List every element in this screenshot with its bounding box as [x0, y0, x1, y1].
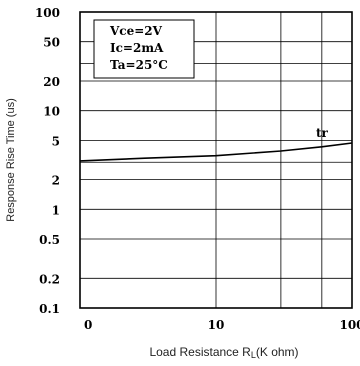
x-tick-label-2: 100: [339, 318, 360, 332]
series-layer: [79, 142, 353, 162]
conditions-box: [93, 19, 195, 79]
y-tick-label-3: 10: [43, 105, 60, 119]
y-tick-label-4: 5: [52, 134, 60, 148]
annotation-2: Ta=25°C: [110, 58, 168, 72]
y-tick-label-8: 0.2: [39, 272, 60, 286]
conditions-annotations: Vce=2V Ic=2mA Ta=25°C: [109, 24, 168, 72]
plot-frame: [79, 11, 353, 309]
y-tick-label-5: 2: [52, 174, 60, 188]
x-axis-label: Load Resistance RL(K ohm): [149, 345, 298, 360]
y-tick-label-9: 0.1: [39, 302, 60, 316]
x-tick-label-1: 10: [208, 318, 225, 332]
annotation-0: Vce=2V: [109, 24, 163, 38]
y-tick-label-7: 0.5: [39, 233, 60, 247]
y-tick-label-6: 1: [52, 203, 60, 217]
x-tick-label-0: 0: [84, 318, 92, 332]
x-tick-labels: 0 10 100: [84, 318, 360, 332]
y-tick-label-1: 50: [43, 36, 60, 50]
y-tick-label-2: 20: [43, 75, 60, 89]
annotation-1: Ic=2mA: [110, 41, 164, 55]
y-axis-label: Response Rise Time (us): [5, 98, 17, 222]
y-tick-labels: 100 50 20 10 5 2 1 0.5 0.2 0.1: [35, 6, 60, 316]
y-tick-label-0: 100: [35, 6, 60, 20]
series-line-tr: [79, 142, 353, 162]
series-label-tr: tr: [316, 126, 329, 140]
